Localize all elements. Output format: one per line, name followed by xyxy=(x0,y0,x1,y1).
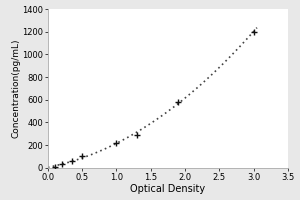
Y-axis label: Concentration(pg/mL): Concentration(pg/mL) xyxy=(12,39,21,138)
X-axis label: Optical Density: Optical Density xyxy=(130,184,206,194)
